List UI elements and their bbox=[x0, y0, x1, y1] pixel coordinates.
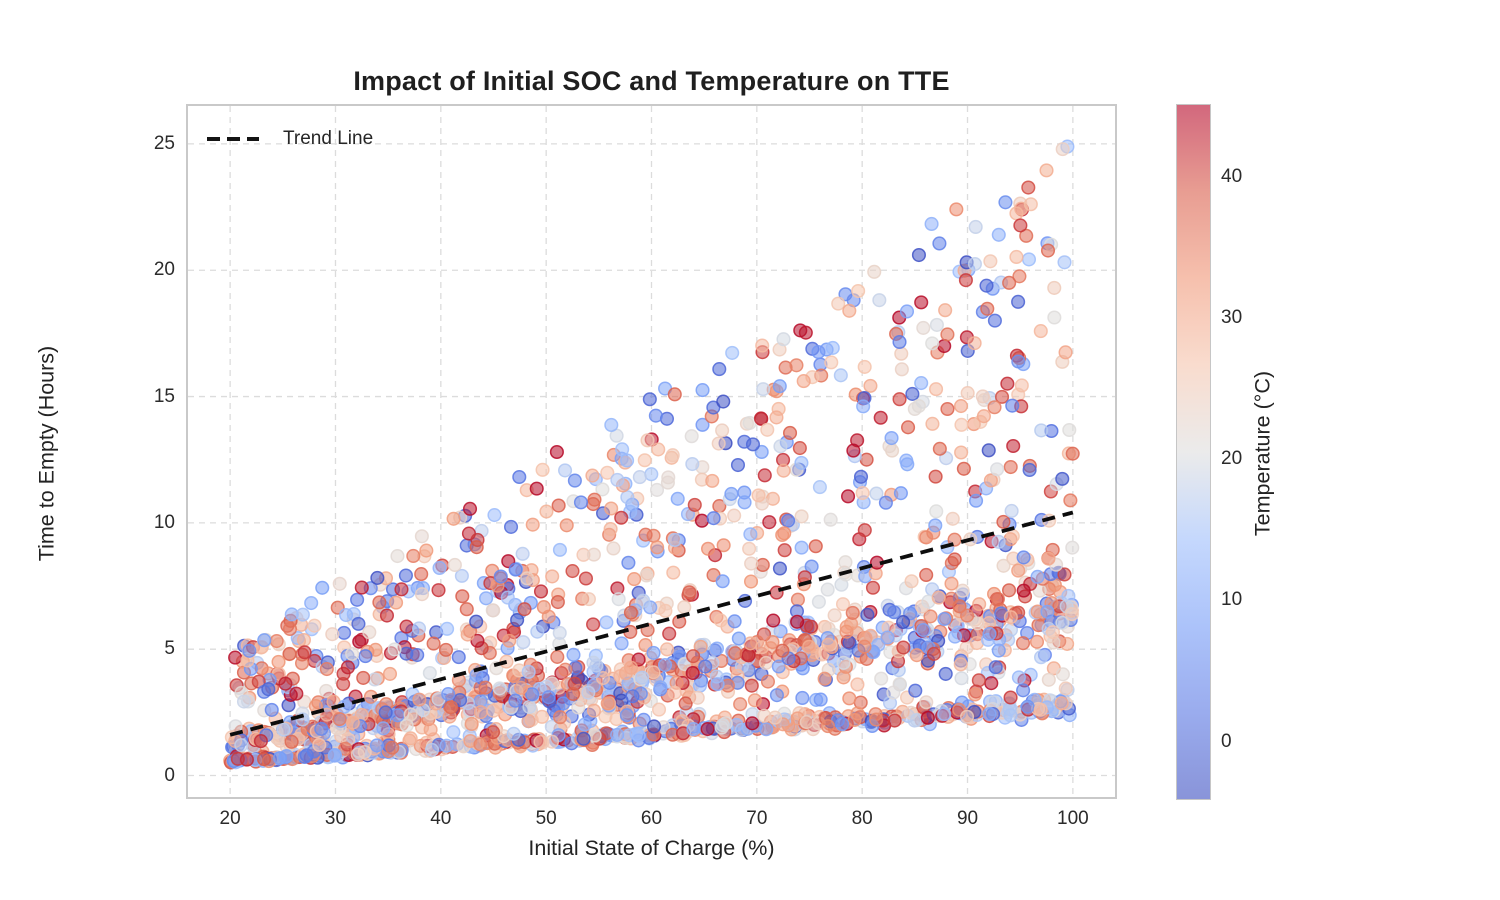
x-axis-label: Initial State of Charge (%) bbox=[528, 836, 775, 860]
x-tick-label: 40 bbox=[430, 808, 452, 829]
scatter-plot-canvas bbox=[188, 106, 1115, 797]
x-tick-label: 80 bbox=[851, 808, 873, 829]
x-tick-label: 60 bbox=[640, 808, 663, 829]
colorbar-tick-label: 30 bbox=[1221, 306, 1243, 328]
trend-line-sample-icon bbox=[207, 137, 259, 141]
y-tick-label: 25 bbox=[153, 132, 175, 154]
x-tick-label: 30 bbox=[324, 808, 347, 829]
x-tick-label: 90 bbox=[956, 808, 979, 829]
colorbar-axis-label: Temperature (°C) bbox=[1250, 370, 1275, 537]
colorbar-tick-label: 10 bbox=[1221, 589, 1243, 611]
y-tick-label: 10 bbox=[153, 511, 175, 533]
colorbar-tick-label: 40 bbox=[1221, 165, 1243, 187]
y-tick-label: 0 bbox=[164, 764, 175, 786]
legend: Trend Line bbox=[207, 128, 373, 150]
y-tick-label: 15 bbox=[153, 385, 175, 407]
y-axis-label: Time to Empty (Hours) bbox=[34, 345, 59, 562]
colorbar bbox=[1176, 104, 1211, 800]
colorbar-tick-label: 20 bbox=[1221, 448, 1243, 470]
x-tick-label: 70 bbox=[746, 808, 768, 829]
y-tick-label: 20 bbox=[153, 259, 175, 281]
y-tick-label: 5 bbox=[164, 638, 175, 660]
colorbar-tick-label: 0 bbox=[1221, 730, 1232, 752]
plot-area: Trend Line bbox=[186, 104, 1117, 799]
x-tick-label: 100 bbox=[1057, 808, 1089, 829]
x-tick-label: 50 bbox=[535, 808, 557, 829]
legend-trend-label: Trend Line bbox=[283, 128, 374, 149]
chart-title: Impact of Initial SOC and Temperature on… bbox=[353, 66, 950, 96]
x-tick-label: 20 bbox=[219, 808, 241, 829]
